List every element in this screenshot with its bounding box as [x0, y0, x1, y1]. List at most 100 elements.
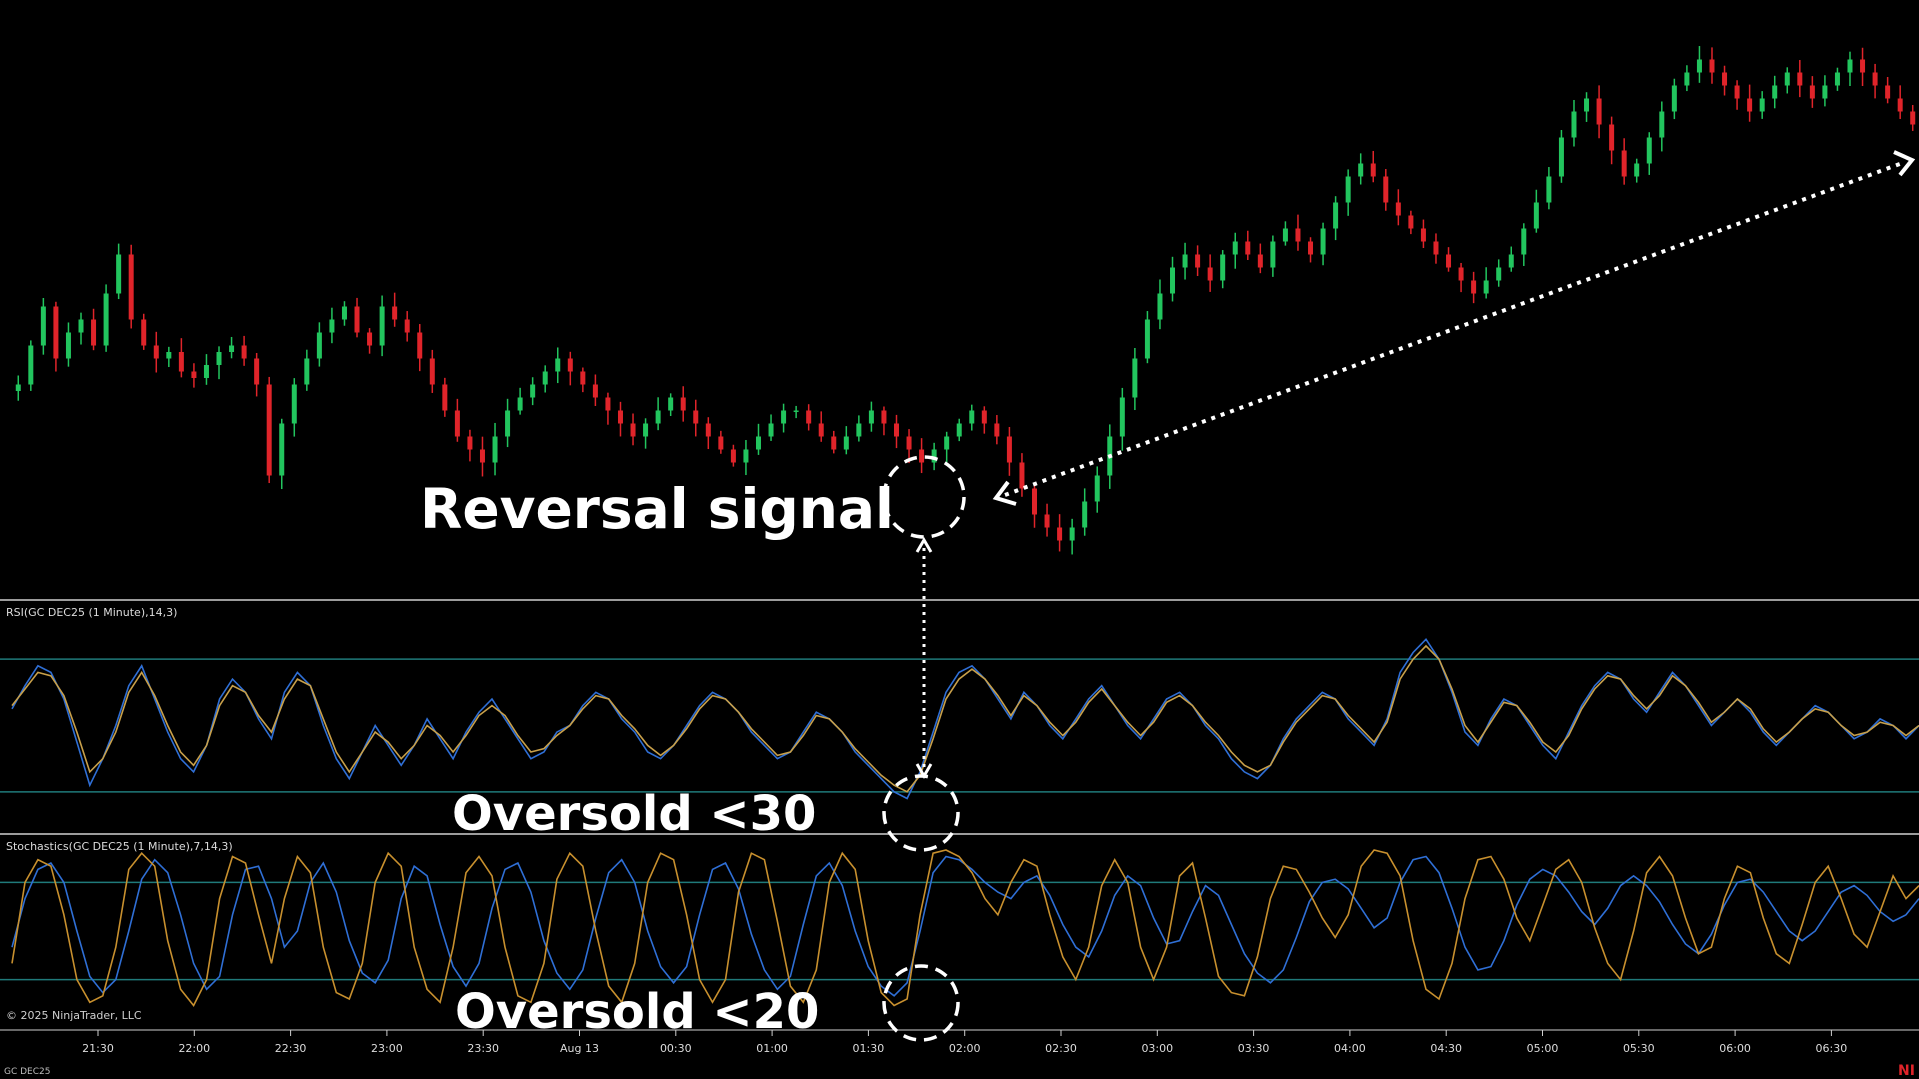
candle-body [718, 436, 724, 450]
candle-body [1420, 228, 1426, 242]
time-tick-label: 04:00 [1334, 1042, 1366, 1055]
candle-body [743, 449, 749, 463]
candle-body [818, 423, 824, 437]
candle-body [78, 319, 84, 333]
candle-body [1897, 98, 1903, 112]
candle-body [1634, 163, 1640, 177]
candle-body [592, 384, 598, 398]
candle-body [128, 254, 134, 320]
candle-body [781, 410, 787, 424]
candle-body [392, 306, 398, 320]
candle-body [442, 384, 448, 411]
candle-body [53, 306, 59, 359]
candle-body [1772, 85, 1778, 99]
candle-body [680, 397, 686, 411]
candle-body [1458, 267, 1464, 281]
copyright-label: © 2025 NinjaTrader, LLC [6, 1009, 142, 1022]
candle-body [1333, 202, 1339, 229]
stochastics-pane[interactable] [0, 849, 1919, 1007]
candle-body [454, 410, 460, 437]
candle-body [28, 345, 34, 385]
candle-body [1847, 59, 1853, 73]
candle-body [919, 449, 925, 463]
time-tick-label: Aug 13 [560, 1042, 599, 1055]
rsi-pane[interactable] [0, 638, 1919, 800]
candle-body [1044, 514, 1050, 528]
time-tick-label: 05:00 [1527, 1042, 1559, 1055]
price-pane[interactable] [15, 46, 1916, 555]
candle-body [1308, 241, 1314, 255]
candle-body [1696, 59, 1702, 73]
candle-body [329, 319, 335, 333]
candle-body [1759, 98, 1765, 112]
time-tick-label: 23:30 [467, 1042, 499, 1055]
candle-body [705, 423, 711, 437]
candle-body [969, 410, 975, 424]
candle-body [630, 423, 636, 437]
stochastics-pane-title: Stochastics(GC DEC25 (1 Minute),7,14,3) [6, 840, 233, 853]
candle-body [103, 293, 109, 346]
candle-body [203, 365, 209, 378]
candle-body [178, 352, 184, 372]
candle-body [1872, 72, 1878, 86]
candle-body [1609, 124, 1615, 151]
candle-body [1521, 228, 1527, 255]
trend-arrowhead-right [1893, 150, 1916, 177]
candle-body [944, 436, 950, 450]
candle-body [1860, 59, 1866, 73]
candle-body [1910, 111, 1916, 125]
reversal-signal-label: Reversal signal [420, 477, 894, 541]
candle-body [1358, 163, 1364, 177]
candle-body [1006, 436, 1012, 463]
candle-body [479, 449, 485, 463]
candle-body [981, 410, 987, 424]
candle-body [1621, 150, 1627, 177]
candle-body [291, 384, 297, 424]
trend-arrowhead-left [992, 480, 1017, 506]
candle-body [492, 436, 498, 463]
candle-body [1069, 527, 1075, 541]
connector-arrowhead-bottom [915, 763, 933, 779]
indicator-series-line [11, 638, 1919, 800]
candle-body [505, 410, 511, 437]
indicator-series-line [11, 849, 1919, 1007]
candle-body [1809, 85, 1815, 99]
candle-body [856, 423, 862, 437]
candle-body [1082, 501, 1088, 528]
candle-body [605, 397, 611, 411]
candle-body [279, 423, 285, 476]
candle-body [1170, 267, 1176, 294]
time-tick-label: 21:30 [82, 1042, 114, 1055]
candle-body [1144, 319, 1150, 359]
time-tick-label: 01:30 [853, 1042, 885, 1055]
candle-body [1245, 241, 1251, 255]
candle-body [1471, 280, 1477, 294]
candle-body [191, 371, 197, 378]
candle-body [316, 332, 322, 359]
candle-body [116, 254, 122, 294]
candle-body [241, 345, 247, 359]
candle-body [1734, 85, 1740, 99]
candle-body [341, 306, 347, 320]
instrument-label: GC DEC25 [4, 1067, 50, 1077]
candle-body [1659, 111, 1665, 138]
candle-body [1784, 72, 1790, 86]
candle-body [1709, 59, 1715, 73]
candle-body [1182, 254, 1188, 268]
candle-body [1383, 176, 1389, 203]
time-tick-label: 02:00 [949, 1042, 981, 1055]
candle-body [994, 423, 1000, 437]
candle-body [1220, 254, 1226, 281]
candle-body [580, 371, 586, 385]
candle-body [1446, 254, 1452, 268]
connector-arrowhead-top [915, 537, 933, 553]
candle-body [1533, 202, 1539, 229]
candle-body [15, 384, 21, 391]
candle-body [931, 449, 937, 463]
time-axis[interactable]: 21:30 22:00 22:30 23:00 23:30 Aug 13 00:30 01:0… [82, 1030, 1847, 1055]
candle-body [530, 384, 536, 398]
candle-body [1195, 254, 1201, 268]
candle-body [153, 345, 159, 359]
candle-body [1433, 241, 1439, 255]
